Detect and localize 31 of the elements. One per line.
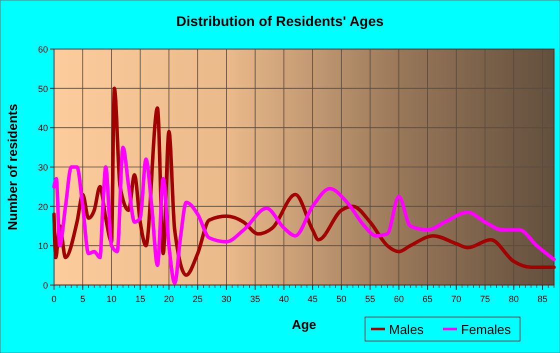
- y-tick-label: 40: [38, 123, 48, 134]
- y-tick-label: 30: [38, 162, 48, 172]
- line-series: [52, 146, 556, 285]
- y-axis-title: Number of residents: [5, 104, 20, 230]
- y-tick-label: 10: [38, 241, 48, 252]
- x-tick-label: 30: [221, 294, 232, 304]
- x-tick-label: 75: [480, 294, 490, 304]
- chart-title: Distribution of Residents' Ages: [176, 13, 384, 29]
- legend-label: Males: [389, 322, 424, 337]
- y-tick-label: 20: [38, 202, 48, 212]
- y-tick-label: 60: [38, 44, 48, 54]
- x-axis-title: Age: [292, 317, 316, 332]
- x-tick-label: 15: [135, 294, 146, 304]
- x-tick-label: 60: [394, 294, 404, 304]
- x-tick-label: 70: [451, 294, 462, 304]
- x-tick-label: 80: [508, 294, 519, 304]
- x-tick-label: 25: [192, 294, 203, 304]
- x-tick-label: 40: [278, 294, 289, 304]
- x-tick-label: 55: [365, 294, 376, 304]
- y-tick-label: 0: [42, 280, 48, 290]
- x-tick-label: 5: [80, 294, 86, 304]
- legend-label: Females: [461, 322, 512, 337]
- x-tick-label: 0: [51, 294, 57, 304]
- x-tick-label: 10: [106, 294, 116, 304]
- x-tick-label: 65: [422, 294, 433, 304]
- x-tick-label: 35: [250, 294, 260, 304]
- x-tick-label: 45: [308, 294, 318, 304]
- x-tick-label: 85: [538, 294, 548, 304]
- y-tick-label: 50: [38, 84, 48, 94]
- x-tick-label: 20: [164, 294, 174, 304]
- x-tick-label: 50: [336, 294, 346, 304]
